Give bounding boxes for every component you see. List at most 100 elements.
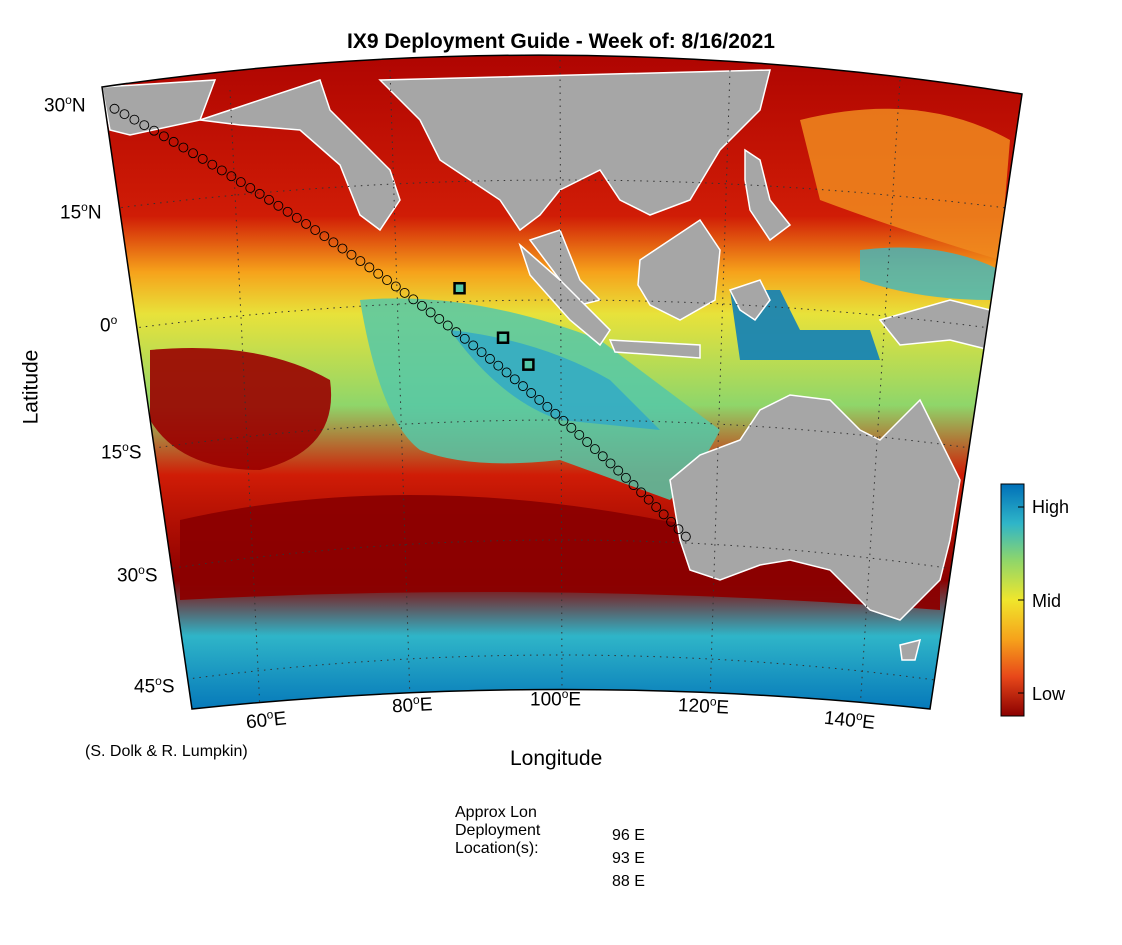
lat-label-45s: 45oS	[134, 674, 175, 698]
track-point	[245, 183, 256, 193]
track-point	[574, 429, 585, 440]
lat-label-15n: 15oN	[60, 200, 102, 224]
track-point	[197, 153, 208, 164]
track-point	[207, 159, 218, 170]
southern-low-region	[180, 495, 940, 610]
track-point	[468, 340, 479, 351]
chart-title: IX9 Deployment Guide - Week of: 8/16/202…	[347, 30, 775, 53]
track-point	[501, 367, 512, 378]
track-point	[542, 401, 553, 412]
x-axis-title: Longitude	[510, 747, 603, 770]
track-point	[149, 125, 160, 136]
graticule	[102, 59, 1022, 709]
track-point	[613, 465, 624, 476]
track-point	[168, 136, 179, 147]
track-point	[139, 120, 150, 131]
colorbar-label-high: High	[1032, 497, 1070, 517]
track-point	[158, 131, 169, 142]
deployment-value: 88 E	[612, 873, 645, 890]
track-point	[328, 237, 339, 248]
deployment-label: Approx Lon Deployment Location(s):	[455, 804, 540, 858]
track-point	[476, 347, 487, 358]
track-point	[493, 360, 504, 371]
track-point	[666, 516, 677, 527]
track-point	[254, 188, 265, 199]
track-point	[442, 320, 453, 331]
lon-label-80e: 80oE	[391, 692, 434, 718]
track-point	[417, 300, 427, 311]
lon-label-140e: 140oE	[822, 707, 876, 734]
deployment-marker	[522, 358, 535, 371]
track-point	[605, 458, 616, 469]
track-point	[390, 281, 401, 292]
track-point	[264, 194, 274, 205]
track-point	[355, 256, 366, 267]
map-frame	[101, 54, 1023, 710]
deployment-markers	[453, 281, 535, 371]
track-point	[216, 165, 227, 176]
track-point	[178, 142, 189, 153]
track-point	[373, 268, 384, 279]
y-axis-title: Latitude	[19, 349, 43, 425]
track-point	[310, 225, 321, 235]
track-point	[550, 408, 561, 419]
deployment-marker	[496, 331, 510, 344]
deployment-value: 93 E	[612, 850, 645, 867]
track-point	[364, 262, 375, 273]
track-point	[337, 243, 348, 254]
track-point	[119, 109, 130, 120]
lat-label-30n: 30oN	[44, 93, 86, 117]
track-point	[658, 509, 669, 520]
track-point	[518, 381, 528, 392]
lon-label-100e: 100oE	[530, 687, 582, 711]
track-point	[509, 374, 520, 385]
track-point	[226, 171, 237, 182]
track-point	[673, 524, 684, 535]
colorbar-label-mid: Mid	[1032, 591, 1062, 611]
track-point	[534, 394, 545, 405]
track-point	[382, 275, 392, 286]
track-point	[582, 437, 593, 447]
deployment-label-line: Deployment	[455, 822, 541, 839]
track-point	[643, 494, 654, 505]
track-point	[273, 200, 284, 211]
track-point	[459, 333, 470, 344]
track-point	[558, 415, 569, 426]
track-point	[566, 422, 577, 433]
track-point	[451, 327, 462, 338]
deployment-label-line: Location(s):	[455, 840, 539, 857]
track-point	[235, 177, 246, 188]
track-point	[526, 388, 537, 398]
deployment-value: 96 E	[612, 827, 645, 844]
track-point	[636, 487, 647, 498]
deployment-label-line: Approx Lon	[455, 804, 537, 821]
track-point	[425, 307, 436, 318]
track-point	[346, 249, 357, 260]
lat-label-15s: 15oS	[101, 440, 142, 464]
track-point	[408, 294, 419, 305]
track-point	[129, 114, 140, 125]
track-point	[590, 444, 600, 455]
lon-label-60e: 60oE	[245, 707, 288, 734]
track-point	[485, 353, 495, 364]
credit-text: (S. Dolk & R. Lumpkin)	[85, 743, 248, 760]
track-point	[651, 502, 662, 512]
track-point	[399, 287, 410, 298]
track-point	[301, 218, 312, 229]
track-point	[188, 148, 199, 159]
lat-label-0: 0o	[100, 313, 118, 337]
track-point	[291, 212, 302, 223]
land	[102, 69, 991, 661]
deployment-values: 96 E 93 E 88 E	[612, 824, 645, 893]
track-point	[434, 313, 445, 324]
lat-label-30s: 30oS	[117, 563, 158, 587]
colorbar-label-low: Low	[1032, 684, 1066, 704]
track-point	[319, 231, 330, 242]
ship-track	[109, 103, 691, 542]
track-point	[628, 480, 639, 491]
track-point	[597, 451, 608, 462]
track-point	[680, 531, 691, 542]
track-point	[620, 472, 631, 483]
deployment-marker	[453, 281, 466, 295]
